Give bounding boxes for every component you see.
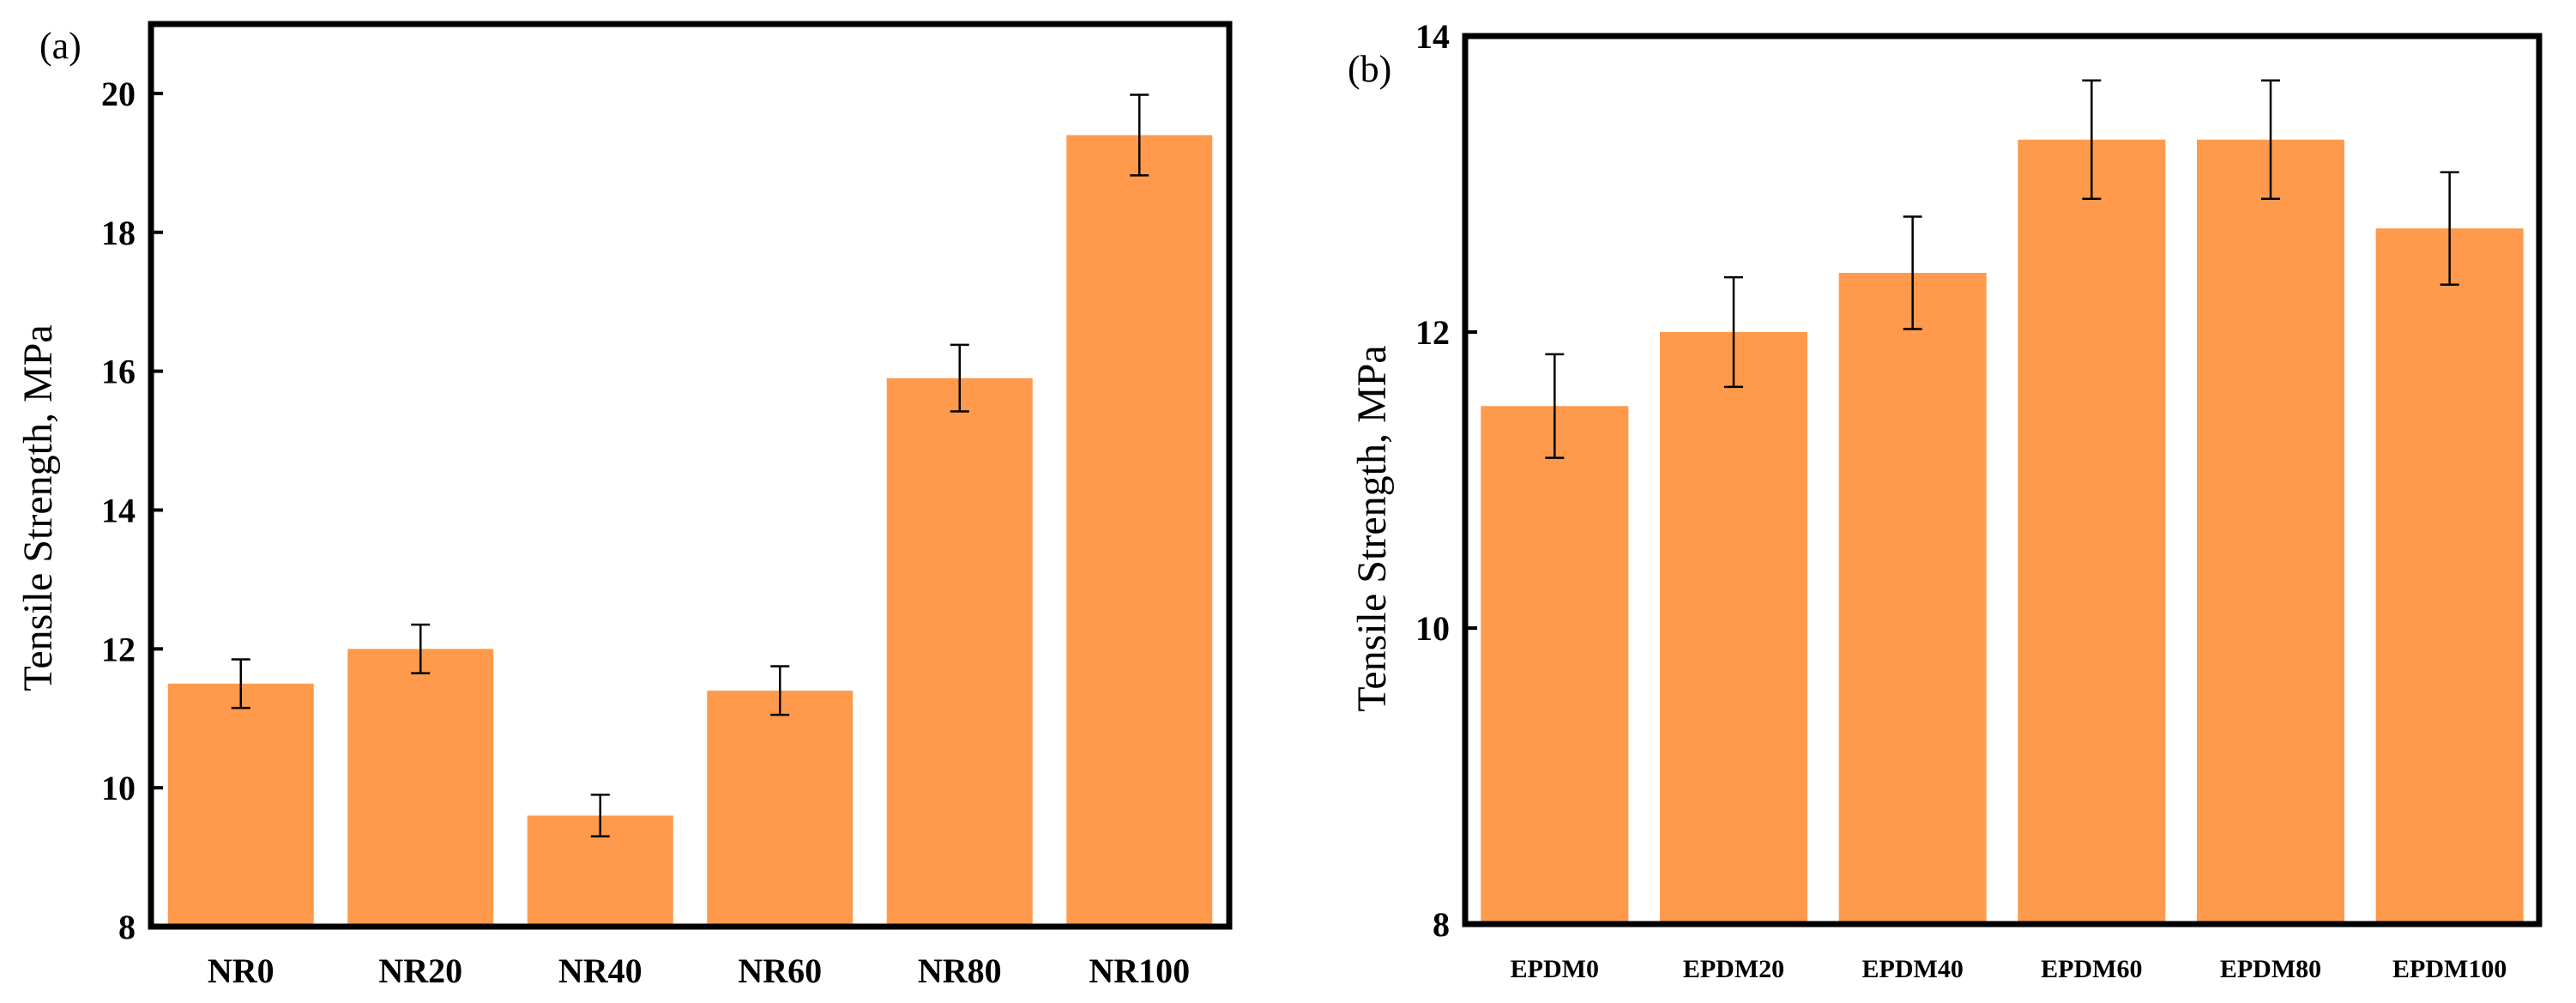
error-bar <box>2261 79 2280 200</box>
error-bar <box>231 658 250 710</box>
error-bar <box>770 665 790 716</box>
y-tick-label: 14 <box>101 491 136 529</box>
bars <box>167 135 1213 927</box>
x-axis-labels: NR0 NR20 NR40 NR60 NR80 NR100 <box>208 952 1190 990</box>
x-tick-label: NR20 <box>378 952 462 990</box>
bars <box>1481 139 2524 924</box>
plot-frame <box>148 21 1233 930</box>
y-tick-label: 8 <box>118 908 136 946</box>
error-bar <box>1130 94 1149 177</box>
x-tick-label: EPDM0 <box>1511 955 1599 983</box>
bar <box>2018 139 2166 924</box>
y-tick-label: 20 <box>101 75 136 113</box>
y-tick-label: 14 <box>1415 17 1450 56</box>
x-tick-label: NR0 <box>208 952 274 990</box>
y-tick-label: 12 <box>101 630 136 668</box>
panel-label: (b) <box>1348 48 1391 90</box>
bar <box>1838 273 1987 924</box>
x-tick-label: EPDM60 <box>2041 955 2142 983</box>
error-bars <box>1545 79 2459 459</box>
plot-frame <box>1462 33 2543 927</box>
x-axis-labels: EPDM0 EPDM20 EPDM40 EPDM60 EPDM80 EPDM100 <box>1511 955 2507 983</box>
error-bar <box>411 623 431 674</box>
y-axis-ticks: 8 10 12 14 16 18 20 <box>101 75 163 946</box>
x-tick-label: EPDM100 <box>2392 955 2507 983</box>
bar <box>2375 228 2524 924</box>
bar <box>1660 332 1807 924</box>
bar <box>886 378 1033 927</box>
x-tick-label: EPDM80 <box>2220 955 2321 983</box>
x-tick-label: NR100 <box>1089 952 1190 990</box>
error-bar <box>1903 215 1922 330</box>
y-axis-title: Tensile Strength, MPa <box>1349 345 1395 711</box>
error-bar <box>950 343 969 413</box>
bar <box>707 690 854 927</box>
error-bar <box>1724 275 1743 389</box>
error-bar <box>2440 171 2459 287</box>
x-tick-label: NR40 <box>558 952 642 990</box>
error-bar <box>2082 79 2102 200</box>
panel-label: (a) <box>39 25 81 67</box>
x-tick-label: NR60 <box>738 952 822 990</box>
y-tick-label: 16 <box>101 353 136 391</box>
bar <box>1066 135 1213 927</box>
error-bar <box>1545 353 1565 459</box>
y-tick-label: 10 <box>101 769 136 807</box>
y-axis-title: Tensile Strength, MPa <box>15 324 61 691</box>
y-tick-label: 10 <box>1415 609 1450 648</box>
bar <box>347 649 494 927</box>
y-tick-label: 12 <box>1415 313 1450 352</box>
bar <box>2197 139 2344 924</box>
y-tick-label: 8 <box>1433 905 1450 944</box>
y-tick-label: 18 <box>101 214 136 252</box>
error-bar <box>590 793 610 838</box>
bar <box>167 683 314 927</box>
bar <box>1481 406 1629 924</box>
chart-panel-a: (a) Tensile Strength, MPa 8101214161820 … <box>15 21 1233 990</box>
x-tick-label: NR80 <box>918 952 1002 990</box>
x-tick-label: EPDM20 <box>1683 955 1784 983</box>
error-bars <box>231 94 1149 838</box>
x-tick-label: EPDM40 <box>1862 955 1964 983</box>
y-axis-ticks: 8 10 12 14 <box>1415 17 1477 944</box>
